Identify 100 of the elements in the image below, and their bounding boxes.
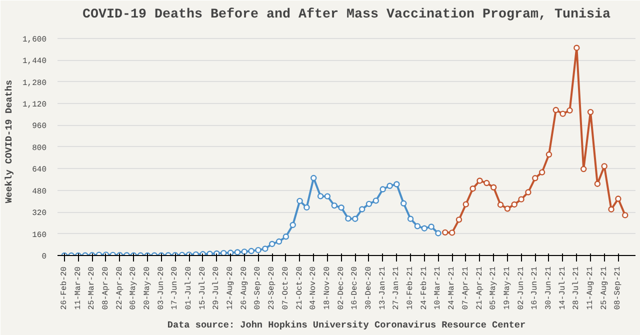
point	[304, 204, 310, 211]
point	[462, 201, 470, 208]
point	[601, 163, 608, 170]
y-tick-label: 1,600	[22, 35, 47, 44]
x-tick-label: 14-Jul-21	[558, 266, 568, 310]
x-tick-label: 10-Feb-21	[406, 266, 416, 310]
source-note: Data source: John Hopkins University Coronavirus Resource Center	[167, 320, 526, 330]
x-tick-label: 12-Aug-20	[226, 266, 236, 310]
x-tick-label: 16-Jun-21	[530, 266, 540, 310]
point	[366, 200, 372, 208]
y-tick-label: 1,440	[22, 57, 47, 66]
point	[594, 180, 601, 187]
point	[248, 248, 254, 254]
point	[470, 186, 476, 192]
point	[532, 175, 538, 182]
point	[546, 151, 552, 158]
x-tick-label: 18-Nov-20	[322, 266, 332, 310]
point	[421, 225, 428, 232]
point	[227, 250, 234, 256]
y-tick-label: 1,120	[22, 100, 47, 110]
point	[380, 186, 386, 192]
x-tick-label: 19-May-21	[502, 266, 512, 310]
point	[255, 246, 262, 254]
x-tick-label: 06-May-20	[129, 266, 138, 310]
x-tick-label: 01-Jul-20	[184, 266, 194, 310]
point	[504, 206, 511, 212]
x-tick-label: 13-Jan-21	[378, 266, 388, 310]
x-tick-label: 09-Sep-20	[254, 266, 263, 310]
point	[407, 216, 414, 222]
point	[615, 196, 622, 202]
point	[566, 107, 573, 114]
point	[345, 215, 352, 222]
point	[560, 110, 566, 117]
x-tick-label: 11-Aug-21	[586, 266, 596, 310]
x-tick-label: 22-Apr-20	[115, 266, 124, 310]
point	[394, 181, 400, 188]
point	[456, 216, 462, 223]
point	[262, 246, 268, 252]
point	[241, 248, 248, 255]
y-tick-label: 800	[32, 144, 47, 153]
point	[310, 174, 317, 182]
x-tick-label: 30-Dec-20	[364, 266, 374, 310]
point	[435, 230, 442, 236]
x-tick-label: 07-Apr-21	[461, 266, 470, 310]
point	[608, 206, 614, 212]
point	[317, 193, 324, 200]
y-tick-label: 320	[32, 209, 47, 218]
point	[511, 201, 518, 208]
x-tick-label: 08-Sep-21	[614, 266, 623, 310]
x-tick-label: 27-Jan-21	[392, 266, 402, 310]
x-tick-label: 17-Jun-20	[170, 266, 180, 310]
x-tick-label: 11-Mar-20	[74, 266, 83, 310]
point	[220, 250, 227, 256]
point	[622, 212, 628, 218]
point	[552, 106, 559, 114]
point	[525, 189, 532, 196]
x-tick-label: 24-Feb-21	[420, 266, 429, 310]
x-tick-label: 02-Dec-20	[336, 266, 346, 310]
y-tick-label: 960	[32, 122, 47, 132]
point	[587, 108, 594, 116]
point	[484, 180, 490, 186]
point	[428, 224, 434, 230]
point	[490, 184, 497, 190]
x-tick-label: 24-Mar-21	[448, 266, 457, 310]
point	[352, 216, 358, 222]
point	[282, 234, 290, 240]
x-tick-label: 26-Feb-20	[60, 266, 69, 310]
y-axis-title: Weekly COVID-19 Deaths	[3, 80, 14, 204]
point	[234, 249, 241, 256]
point	[574, 44, 580, 51]
point	[290, 222, 296, 228]
point	[442, 229, 448, 236]
x-tick-label: 30-Jun-21	[544, 266, 554, 310]
x-tick-label: 03-Jun-20	[156, 266, 166, 310]
point	[518, 196, 524, 202]
x-tick-label: 16-Dec-20	[350, 266, 360, 310]
x-tick-label: 25-Mar-20	[88, 266, 97, 310]
x-tick-label: 21-Apr-21	[475, 266, 484, 310]
point	[276, 238, 282, 245]
chart-title: COVID-19 Deaths Before and After Mass Vaccination Program, Tunisia	[82, 8, 610, 22]
point	[414, 223, 421, 230]
x-tick-label: 23-Sep-20	[268, 266, 277, 310]
x-tick-label: 08-Apr-20	[101, 266, 110, 310]
point	[268, 240, 276, 248]
point	[538, 169, 546, 176]
x-tick-label: 07-Oct-20	[281, 266, 290, 310]
point	[358, 206, 366, 212]
point	[448, 230, 456, 236]
x-tick-label: 04-Nov-20	[309, 266, 318, 310]
x-tick-label: 21-Oct-20	[295, 266, 304, 310]
y-tick-label: 160	[32, 230, 47, 240]
x-tick-label: 29-Jul-20	[212, 266, 222, 310]
point	[476, 178, 483, 184]
point	[331, 202, 338, 209]
point	[400, 200, 407, 206]
x-tick-label: 15-Jul-20	[198, 266, 208, 310]
point	[214, 250, 220, 256]
point	[206, 250, 213, 256]
x-tick-label: 10-Mar-21	[434, 266, 443, 310]
point	[372, 198, 380, 204]
